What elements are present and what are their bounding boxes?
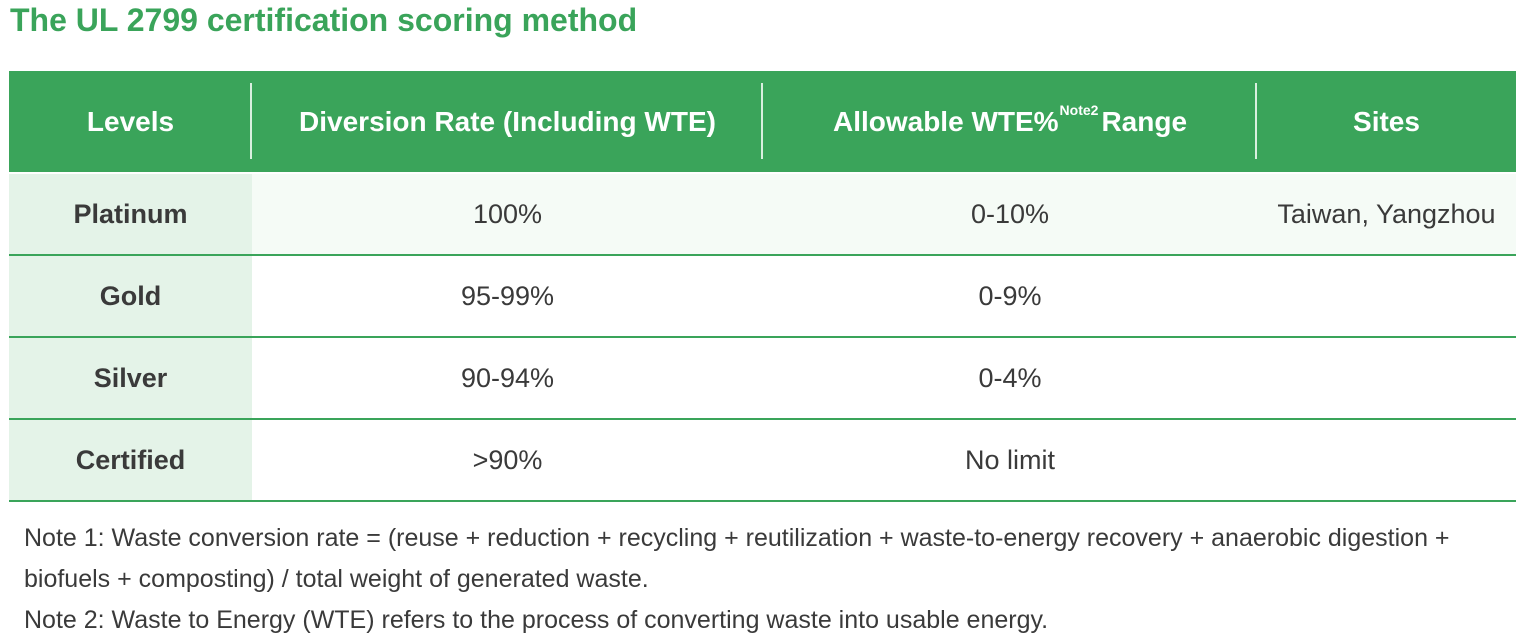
- note-2: Note 2: Waste to Energy (WTE) refers to …: [24, 606, 1049, 634]
- table-row: Gold 95-99% 0-9%: [9, 255, 1516, 338]
- header-diversion-label: Diversion Rate (Including WTE): [299, 105, 716, 137]
- table-row: Platinum 100% 0-10% Taiwan, Yangzhou: [9, 172, 1516, 256]
- level-cell: Certified: [9, 419, 252, 502]
- diversion-cell: 100%: [252, 172, 763, 256]
- diversion-cell: >90%: [252, 419, 763, 502]
- page-title: The UL 2799 certification scoring method: [10, 2, 638, 38]
- sites-cell: Taiwan, Yangzhou: [1257, 172, 1516, 256]
- header-sites-label: Sites: [1353, 105, 1420, 137]
- header-allowable-wte: Allowable WTE%Note2 Range: [763, 71, 1257, 173]
- sites-cell: [1257, 337, 1516, 420]
- wte-cell: 0-9%: [763, 255, 1257, 338]
- sites-cell: [1257, 255, 1516, 338]
- header-levels: Levels: [9, 71, 252, 173]
- header-divider: [1255, 83, 1257, 159]
- note-1-line-1: Note 1: Waste conversion rate = (reuse +…: [24, 524, 1450, 552]
- header-sites: Sites: [1257, 71, 1516, 173]
- header-levels-label: Levels: [86, 105, 175, 137]
- header-wte-label-suffix: Range: [1101, 105, 1188, 137]
- diversion-cell: 90-94%: [252, 337, 763, 420]
- wte-cell: 0-4%: [763, 337, 1257, 420]
- level-cell: Silver: [9, 337, 252, 420]
- note-1-line-2: biofuels + composting) / total weight of…: [24, 565, 649, 593]
- header-divider: [250, 83, 252, 159]
- diversion-cell: 95-99%: [252, 255, 763, 338]
- wte-cell: 0-10%: [763, 172, 1257, 256]
- sites-cell: [1257, 419, 1516, 502]
- level-cell: Gold: [9, 255, 252, 338]
- level-cell: Platinum: [9, 172, 252, 256]
- table-header-row: Levels Diversion Rate (Including WTE) Al…: [9, 71, 1516, 173]
- header-diversion-rate: Diversion Rate (Including WTE): [252, 71, 763, 173]
- certification-table: Levels Diversion Rate (Including WTE) Al…: [9, 71, 1516, 502]
- table-row: Certified >90% No limit: [9, 419, 1516, 502]
- header-wte-label: Allowable WTE%: [832, 105, 1059, 137]
- table-row: Silver 90-94% 0-4%: [9, 337, 1516, 420]
- footnotes: Note 1: Waste conversion rate = (reuse +…: [24, 518, 1450, 641]
- header-divider: [761, 83, 763, 159]
- wte-cell: No limit: [763, 419, 1257, 502]
- header-wte-note-ref: Note2: [1059, 101, 1099, 118]
